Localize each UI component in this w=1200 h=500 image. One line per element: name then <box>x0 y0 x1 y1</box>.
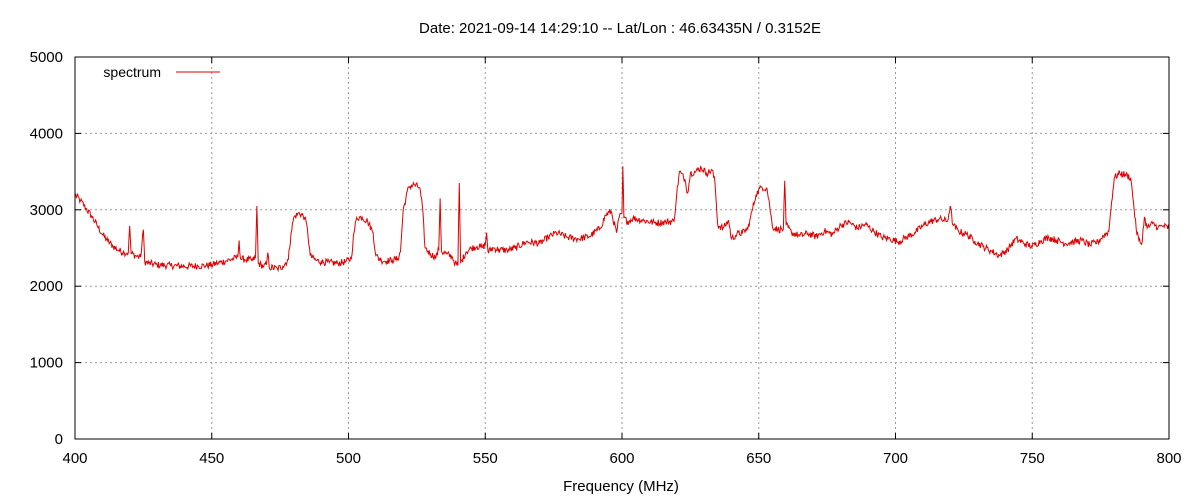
series-layer <box>74 165 1170 273</box>
legend: spectrum <box>103 64 220 80</box>
y-tick-label: 3000 <box>30 202 63 219</box>
x-tick-label: 500 <box>336 450 361 467</box>
x-tick-label: 450 <box>199 450 224 467</box>
y-tick-label: 1000 <box>30 355 63 372</box>
axis-ticks: 400 450 500 550 600 650 700 750 800 0 1000 2000 3000… <box>30 49 1182 467</box>
x-tick-label: 750 <box>1020 450 1045 467</box>
x-tick-label: 700 <box>883 450 908 467</box>
y-tick-label: 0 <box>55 431 63 448</box>
x-tick-label: 650 <box>746 450 771 467</box>
y-tick-label: 2000 <box>30 278 63 295</box>
x-tick-label: 550 <box>473 450 498 467</box>
y-tick-label: 4000 <box>30 125 63 142</box>
x-tick-label: 800 <box>1156 450 1181 467</box>
y-tick-label: 5000 <box>30 49 63 66</box>
x-tick-label: 400 <box>62 450 87 467</box>
x-tick-label: 600 <box>609 450 634 467</box>
legend-label-spectrum: spectrum <box>103 64 161 80</box>
chart-title: Date: 2021-09-14 14:29:10 -- Lat/Lon : 4… <box>419 20 821 37</box>
x-axis-label: Frequency (MHz) <box>563 478 679 495</box>
series-line-spectrum <box>74 165 1170 273</box>
